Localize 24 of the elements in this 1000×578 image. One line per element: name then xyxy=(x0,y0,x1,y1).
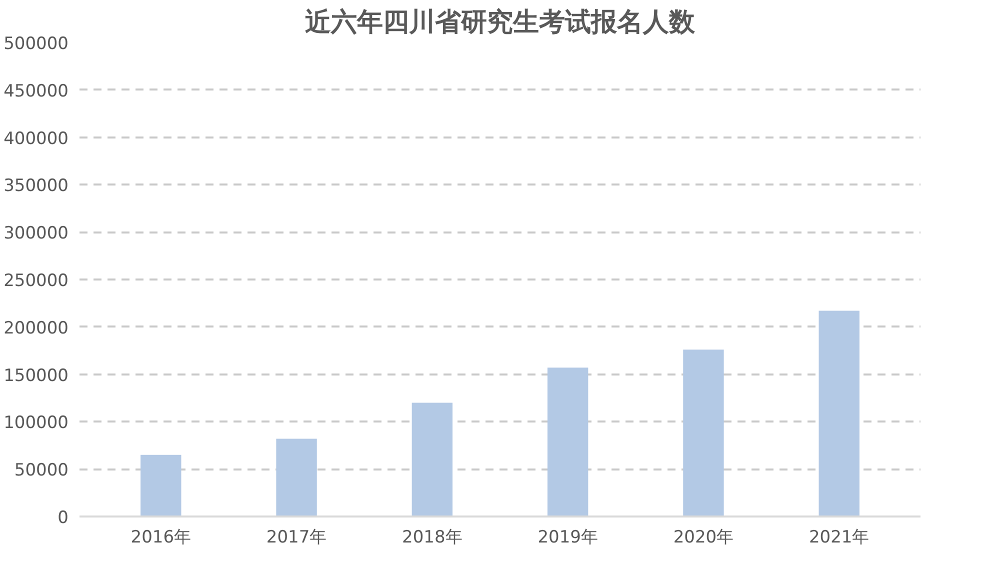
bar xyxy=(276,438,317,516)
y-tick-label: 50000 xyxy=(14,460,69,481)
y-tick-label: 200000 xyxy=(4,318,69,338)
y-tick-label: 100000 xyxy=(4,413,69,434)
x-tick-label: 2020年 xyxy=(673,528,734,548)
y-tick-label: 150000 xyxy=(4,366,69,386)
y-tick-label: 350000 xyxy=(4,176,69,196)
bar xyxy=(140,454,182,516)
bar xyxy=(683,350,724,516)
y-tick-label: 400000 xyxy=(4,128,69,149)
y-tick-label: 0 xyxy=(58,508,69,528)
bar xyxy=(412,402,453,516)
x-tick-label: 2016年 xyxy=(130,528,192,548)
bar xyxy=(547,368,588,516)
x-tick-label: 2021年 xyxy=(808,528,870,548)
bar xyxy=(818,310,860,516)
y-tick-label: 500000 xyxy=(4,34,69,54)
x-tick-label: 2017年 xyxy=(266,528,327,548)
y-tick-label: 250000 xyxy=(4,271,69,291)
chart-title: 近六年四川省研究生考试报名人数 xyxy=(305,8,696,38)
x-tick-label: 2018年 xyxy=(402,528,462,548)
y-tick-label: 450000 xyxy=(4,81,69,102)
y-tick-label: 300000 xyxy=(4,224,69,244)
x-tick-label: 2019年 xyxy=(538,528,598,548)
